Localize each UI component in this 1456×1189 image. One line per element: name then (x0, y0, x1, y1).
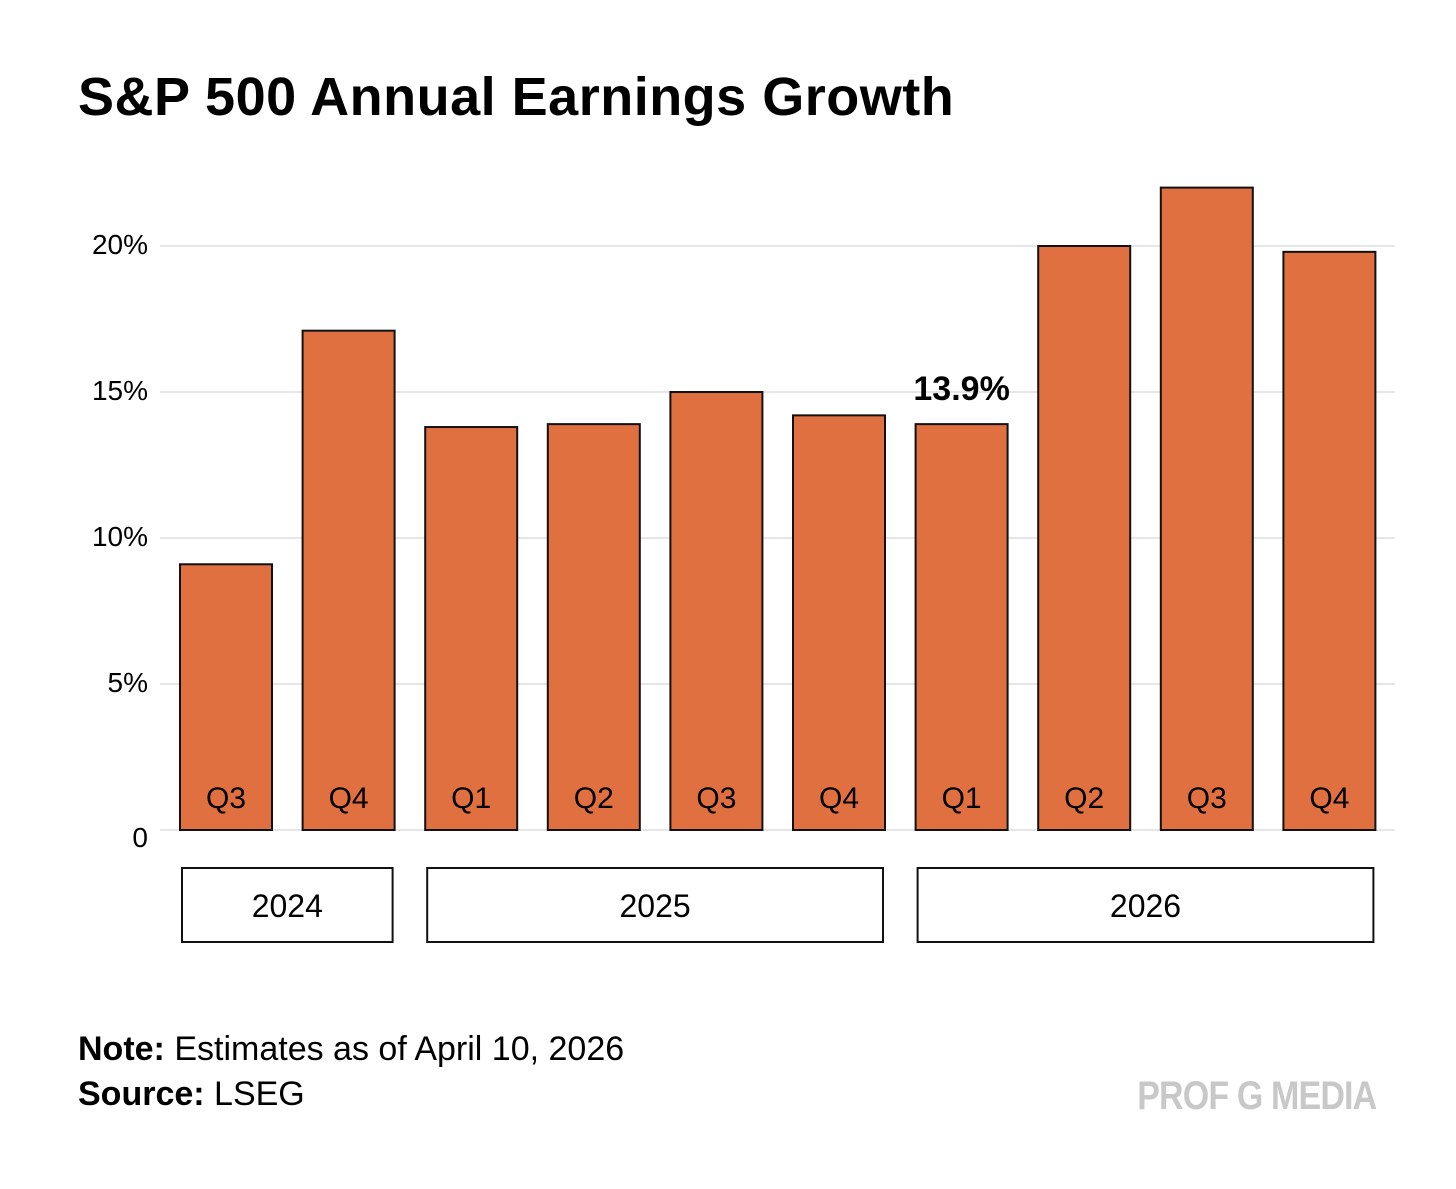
source-text: LSEG (214, 1075, 305, 1113)
year-group-box (426, 867, 884, 943)
x-tick-label: Q4 (329, 782, 369, 815)
y-tick-label: 10% (92, 521, 148, 552)
year-group-label: 2025 (620, 888, 691, 924)
x-tick-label: Q3 (696, 782, 736, 815)
x-tick-label: Q2 (1064, 782, 1104, 815)
source-line: Source: LSEG (78, 1075, 305, 1114)
bar (669, 391, 764, 831)
y-tick-label: 0 (132, 822, 148, 853)
year-group-label: 2026 (1110, 888, 1181, 924)
y-tick-label: 15% (92, 375, 148, 406)
note-line: Note: Estimates as of April 10, 2026 (78, 1030, 624, 1069)
x-tick-label: Q3 (206, 782, 246, 815)
bar (424, 426, 519, 831)
note-text: Estimates as of April 10, 2026 (174, 1030, 625, 1068)
bar (1037, 245, 1132, 831)
bar (792, 414, 886, 831)
y-tick-label: 20% (92, 229, 148, 260)
x-tick-label: Q1 (942, 782, 982, 815)
bar (546, 423, 641, 831)
chart-title: S&P 500 Annual Earnings Growth (78, 67, 955, 127)
bar (301, 329, 396, 831)
x-tick-label: Q4 (819, 782, 859, 815)
brand-logo: PROF G MEDIA (1136, 1074, 1377, 1118)
year-group-box (181, 867, 394, 943)
bar-chart: 0 5% 10% 15% 20% Q3 Q4 Q1 Q2 Q3 Q4 Q1 Q2 Q3 Q4 13.9% 202… (92, 186, 1395, 943)
x-tick-label: Q2 (574, 782, 614, 815)
source-label: Source: (78, 1075, 205, 1113)
data-label: 13.9% (913, 370, 1009, 408)
bar (1159, 186, 1254, 832)
bar (1282, 250, 1377, 831)
note-label: Note: (78, 1030, 165, 1068)
year-group-box (916, 867, 1375, 943)
year-group-label: 2024 (252, 888, 323, 924)
y-tick-label: 5% (108, 667, 148, 698)
bar (914, 423, 1009, 831)
x-tick-label: Q3 (1187, 782, 1227, 815)
x-tick-label: Q1 (451, 782, 491, 815)
bar (179, 563, 273, 832)
x-tick-label: Q4 (1309, 782, 1349, 815)
